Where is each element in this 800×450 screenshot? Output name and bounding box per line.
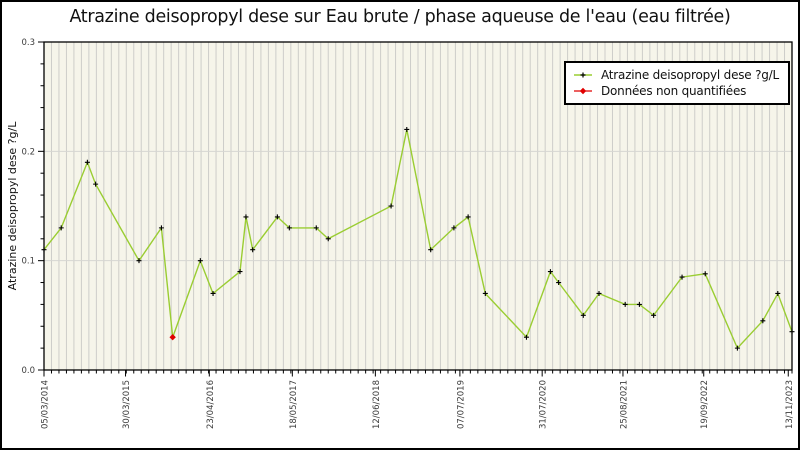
- svg-text:30/03/2015: 30/03/2015: [122, 380, 132, 429]
- data-point: [237, 269, 243, 275]
- series-marker-icon: [574, 72, 592, 78]
- data-point: [523, 334, 529, 340]
- svg-text:18/05/2017: 18/05/2017: [289, 380, 299, 429]
- data-point: [580, 312, 586, 318]
- data-point: [734, 345, 740, 351]
- svg-text:19/09/2022: 19/09/2022: [700, 380, 710, 429]
- data-point: [451, 225, 457, 231]
- data-point: [58, 225, 64, 231]
- data-point: [136, 258, 142, 264]
- legend-item-label: Données non quantifiées: [601, 84, 747, 98]
- data-point: [197, 258, 203, 264]
- svg-text:13/11/2023: 13/11/2023: [785, 380, 795, 429]
- svg-text:0.0: 0.0: [21, 366, 35, 376]
- data-point: [596, 290, 602, 296]
- svg-text:25/08/2021: 25/08/2021: [619, 380, 629, 429]
- data-point: [428, 247, 434, 253]
- data-point: [547, 269, 553, 275]
- legend-item-non-quantified: Données non quantifiées: [572, 84, 782, 98]
- data-point: [93, 181, 99, 187]
- data-point: [404, 126, 410, 132]
- vertical-gridlines: [50, 42, 786, 370]
- svg-text:0.2: 0.2: [21, 147, 35, 157]
- data-point: [243, 214, 249, 220]
- chart-title: Atrazine deisopropyl dese sur Eau brute …: [69, 7, 731, 27]
- svg-text:31/07/2020: 31/07/2020: [539, 380, 549, 429]
- x-axis-ticks: [43, 370, 793, 377]
- svg-text:23/04/2016: 23/04/2016: [206, 380, 216, 429]
- y-axis-ticks: [38, 41, 44, 371]
- data-point: [210, 290, 216, 296]
- data-point: [679, 274, 685, 280]
- svg-text:0.3: 0.3: [21, 38, 35, 48]
- legend-item-series: Atrazine deisopropyl dese ?g/L: [572, 68, 782, 82]
- legend-item-label: Atrazine deisopropyl dese ?g/L: [601, 68, 780, 82]
- data-point: [465, 214, 471, 220]
- data-point: [388, 203, 394, 209]
- series-line: [43, 129, 793, 350]
- data-point: [250, 247, 256, 253]
- data-point: [286, 225, 292, 231]
- svg-text:12/06/2018: 12/06/2018: [372, 380, 382, 429]
- non-quantified-marker-icon: [574, 87, 592, 95]
- svg-text:0.1: 0.1: [21, 257, 35, 267]
- data-point: [702, 271, 708, 277]
- data-point: [636, 301, 642, 307]
- data-point: [325, 236, 331, 242]
- data-point: [274, 214, 280, 220]
- data-point: [482, 290, 488, 296]
- data-point: [651, 312, 657, 318]
- data-point: [84, 159, 90, 165]
- legend-box: Atrazine deisopropyl dese ?g/L Données n…: [564, 61, 790, 105]
- data-point: [556, 280, 562, 286]
- x-tick-labels: 05/03/2014 30/03/2015 23/04/2016 18/05/2017…: [41, 380, 795, 429]
- horizontal-gridlines: [44, 150, 792, 262]
- data-point: [760, 318, 766, 324]
- svg-text:07/07/2019: 07/07/2019: [456, 380, 466, 429]
- y-tick-labels: 0.0 0.1 0.2 0.3: [21, 38, 35, 376]
- data-point: [313, 225, 319, 231]
- data-point: [775, 290, 781, 296]
- non-quantified-point: [169, 334, 176, 341]
- data-point: [158, 225, 164, 231]
- data-point: [622, 301, 628, 307]
- svg-text:05/03/2014: 05/03/2014: [41, 380, 51, 429]
